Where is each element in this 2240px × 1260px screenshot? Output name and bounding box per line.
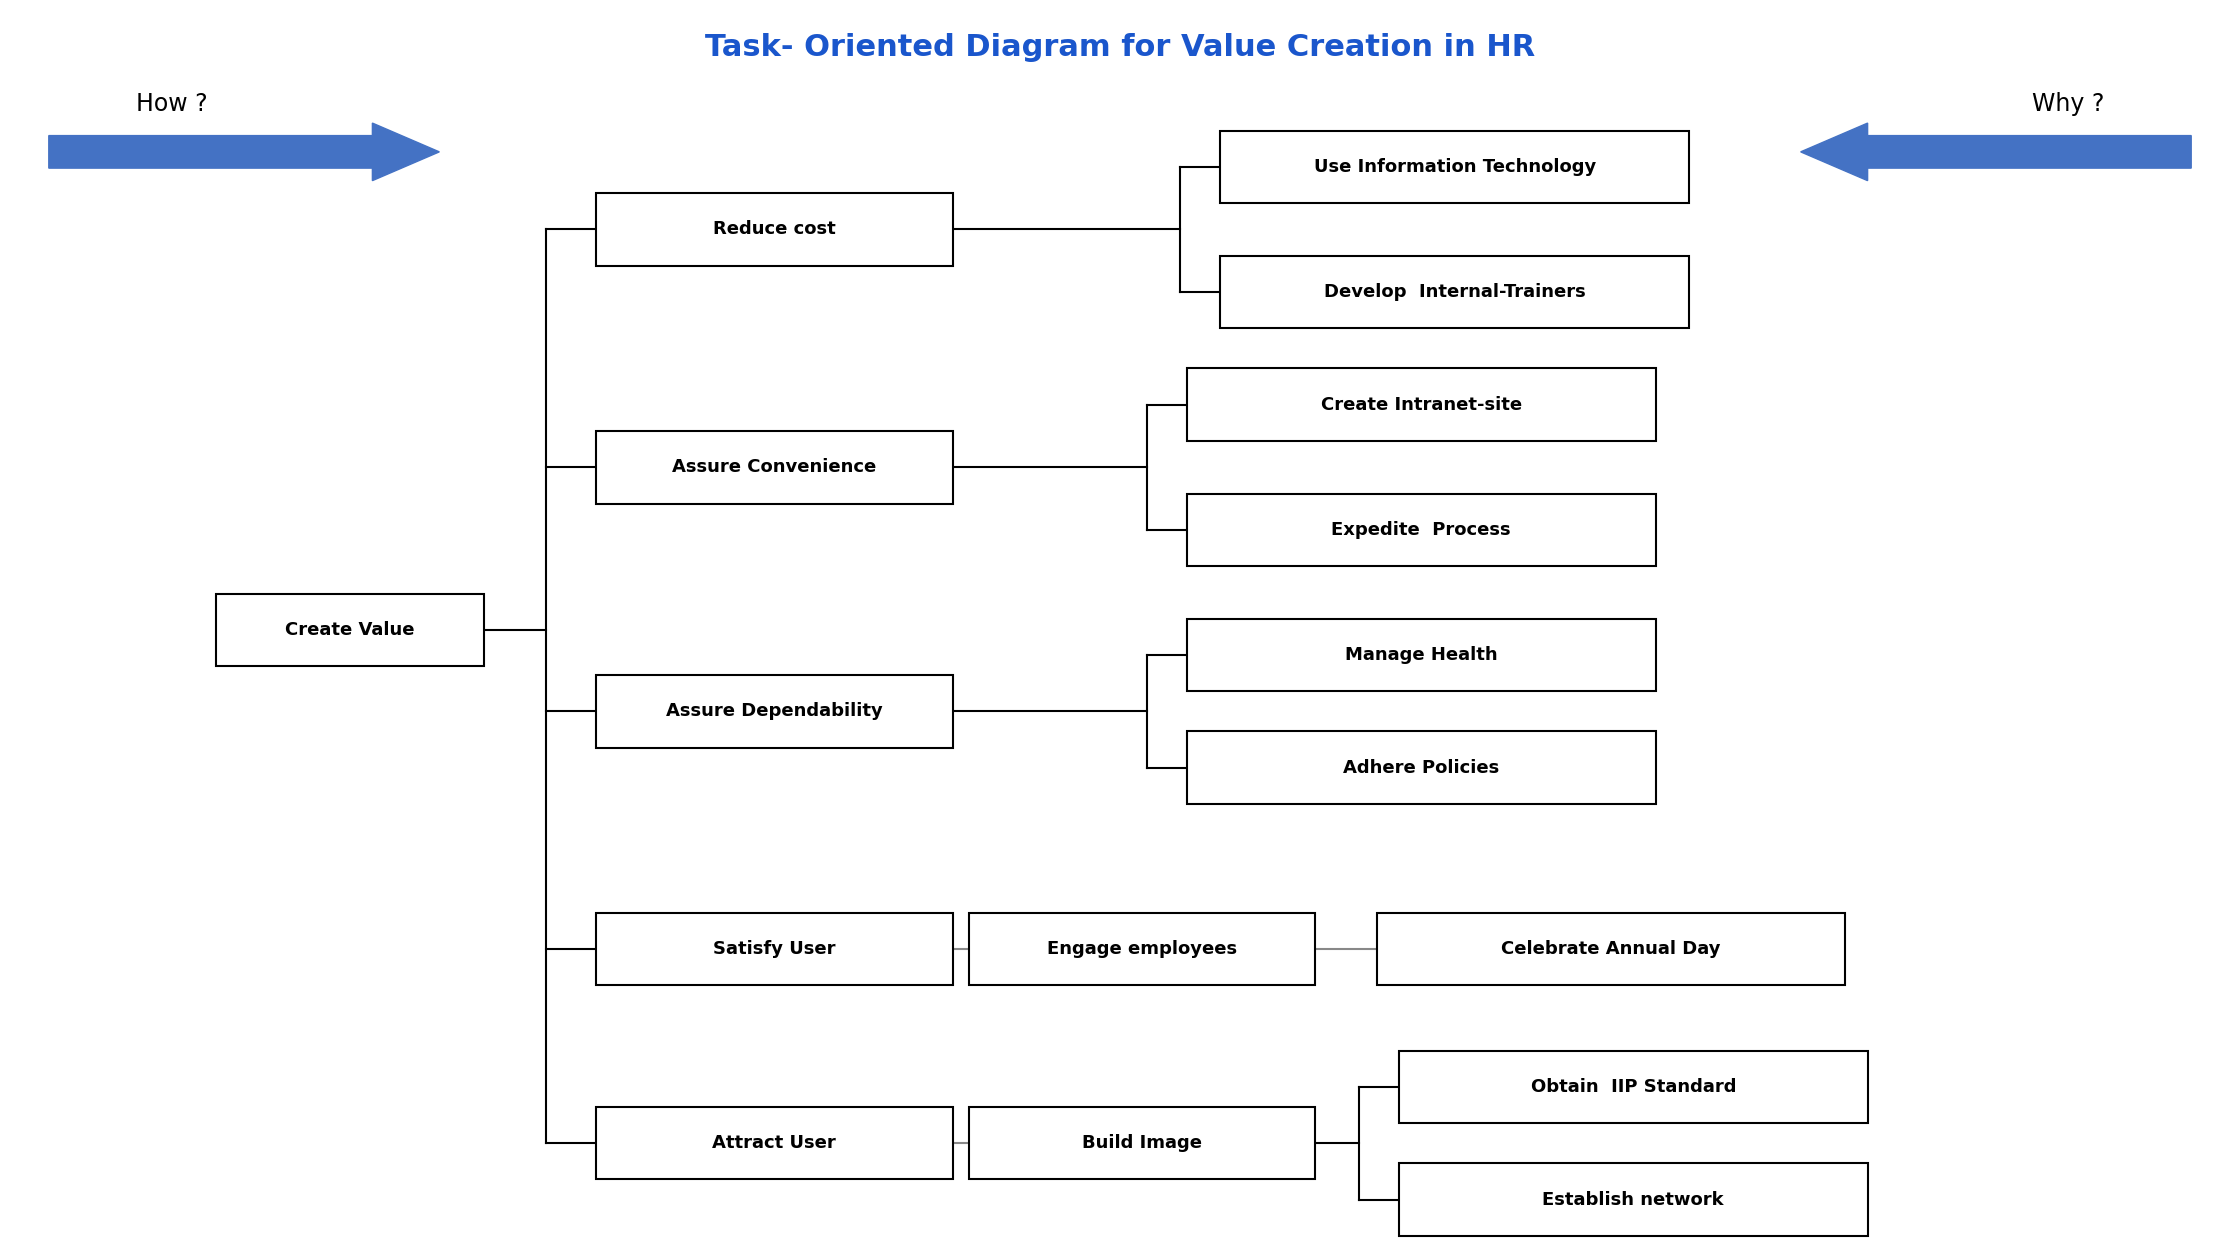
- FancyBboxPatch shape: [596, 1106, 952, 1179]
- FancyBboxPatch shape: [970, 1106, 1315, 1179]
- Text: Use Information Technology: Use Information Technology: [1313, 158, 1595, 176]
- FancyBboxPatch shape: [1400, 1051, 1868, 1123]
- FancyBboxPatch shape: [1187, 494, 1655, 566]
- Text: Build Image: Build Image: [1082, 1134, 1203, 1152]
- FancyBboxPatch shape: [970, 914, 1315, 985]
- Text: Create Intranet-site: Create Intranet-site: [1322, 396, 1521, 413]
- FancyBboxPatch shape: [596, 675, 952, 747]
- Text: Task- Oriented Diagram for Value Creation in HR: Task- Oriented Diagram for Value Creatio…: [706, 34, 1534, 63]
- FancyBboxPatch shape: [1187, 368, 1655, 441]
- FancyArrow shape: [1801, 123, 2191, 180]
- FancyBboxPatch shape: [1221, 131, 1689, 203]
- Text: Why ?: Why ?: [2032, 92, 2106, 116]
- Text: Celebrate Annual Day: Celebrate Annual Day: [1501, 940, 1720, 958]
- FancyBboxPatch shape: [596, 914, 952, 985]
- Text: Establish network: Establish network: [1543, 1191, 1725, 1208]
- FancyBboxPatch shape: [1187, 619, 1655, 692]
- FancyBboxPatch shape: [1221, 256, 1689, 329]
- Text: Assure Convenience: Assure Convenience: [672, 459, 876, 476]
- Text: Assure Dependability: Assure Dependability: [665, 702, 883, 721]
- Text: Engage employees: Engage employees: [1048, 940, 1236, 958]
- FancyBboxPatch shape: [1400, 1163, 1868, 1236]
- FancyBboxPatch shape: [217, 593, 484, 667]
- Text: Satisfy User: Satisfy User: [712, 940, 836, 958]
- FancyBboxPatch shape: [596, 193, 952, 266]
- Text: Create Value: Create Value: [284, 621, 414, 639]
- FancyBboxPatch shape: [1187, 731, 1655, 804]
- Text: Manage Health: Manage Health: [1344, 646, 1499, 664]
- FancyArrow shape: [49, 123, 439, 180]
- Text: Attract User: Attract User: [712, 1134, 836, 1152]
- FancyBboxPatch shape: [1378, 914, 1846, 985]
- Text: Obtain  IIP Standard: Obtain IIP Standard: [1530, 1077, 1736, 1096]
- Text: Reduce cost: Reduce cost: [712, 220, 836, 238]
- Text: How ?: How ?: [137, 92, 208, 116]
- Text: Develop  Internal-Trainers: Develop Internal-Trainers: [1324, 284, 1586, 301]
- FancyBboxPatch shape: [596, 431, 952, 504]
- Text: Adhere Policies: Adhere Policies: [1344, 759, 1499, 776]
- Text: Expedite  Process: Expedite Process: [1331, 520, 1512, 539]
